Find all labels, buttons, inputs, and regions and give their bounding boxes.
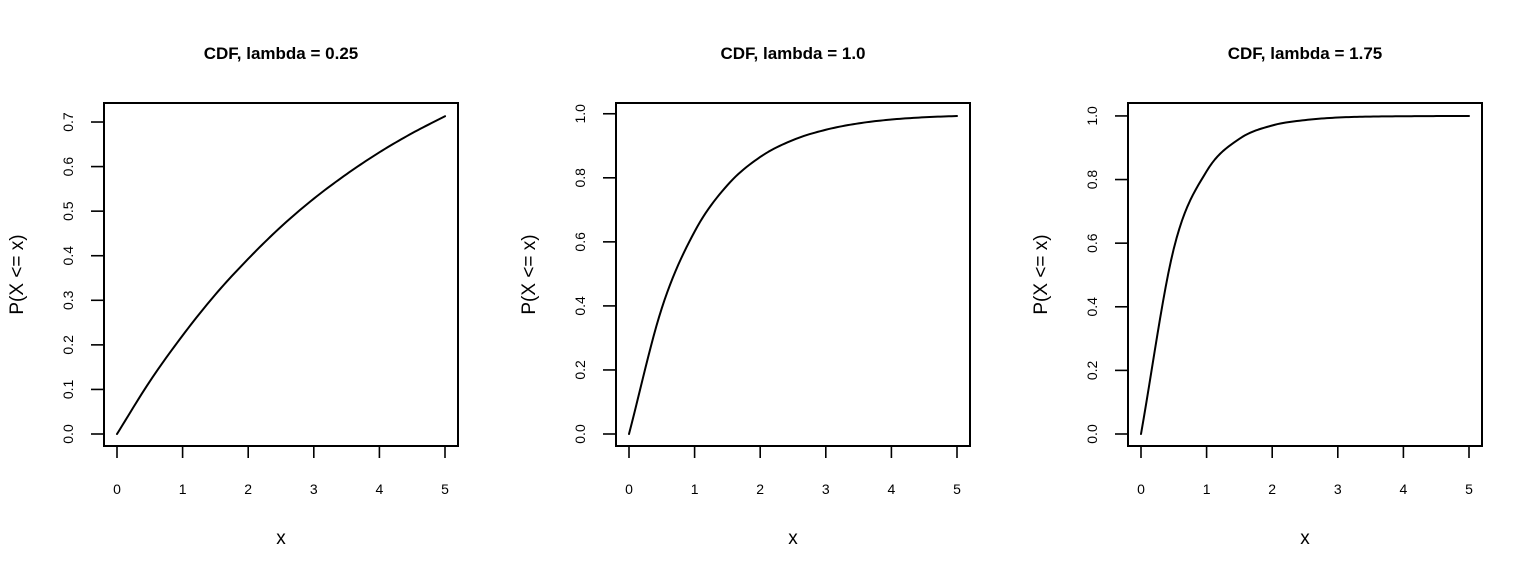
chart-panel-1: CDF, lambda = 0.25 0 1 2 3 4 5 0.0 0.1 0.2 0.3 0.4 0… bbox=[7, 44, 459, 549]
x-tick-label: 2 bbox=[244, 481, 252, 497]
y-tick-label: 0.0 bbox=[60, 424, 76, 444]
y-axis-label: P(X <= x) bbox=[1031, 234, 1052, 314]
x-tick-label: 1 bbox=[691, 481, 699, 497]
y-tick-label: 0.8 bbox=[1084, 170, 1100, 190]
y-tick-label: 0.8 bbox=[572, 168, 588, 188]
x-axis-label: x bbox=[1300, 528, 1310, 549]
cdf-series-line bbox=[1140, 115, 1470, 435]
chart-title: CDF, lambda = 1.75 bbox=[1228, 44, 1382, 63]
cdf-series-line bbox=[116, 115, 446, 435]
cdf-series-line bbox=[628, 115, 958, 435]
y-tick-label: 0.1 bbox=[60, 379, 76, 399]
x-tick-label: 0 bbox=[113, 481, 121, 497]
y-tick-label: 0.6 bbox=[60, 157, 76, 177]
y-tick-label: 0.6 bbox=[572, 232, 588, 252]
y-tick-label: 0.7 bbox=[60, 112, 76, 132]
x-tick-label: 2 bbox=[1268, 481, 1276, 497]
y-axis-label: P(X <= x) bbox=[519, 234, 540, 314]
x-tick-label: 4 bbox=[376, 481, 384, 497]
x-tick-label: 3 bbox=[1334, 481, 1342, 497]
x-tick-label: 0 bbox=[625, 481, 633, 497]
x-tick-label: 0 bbox=[1137, 481, 1145, 497]
plot-frame bbox=[103, 102, 459, 447]
plot-frame bbox=[615, 102, 971, 447]
x-tick-label: 5 bbox=[441, 481, 449, 497]
y-tick-label: 1.0 bbox=[572, 104, 588, 124]
y-tick-label: 0.2 bbox=[1084, 360, 1100, 380]
y-tick-label: 1.0 bbox=[1084, 106, 1100, 126]
y-tick-label: 0.0 bbox=[572, 424, 588, 444]
y-tick-label: 0.6 bbox=[1084, 233, 1100, 253]
x-tick-label: 1 bbox=[1203, 481, 1211, 497]
x-axis-label: x bbox=[276, 528, 286, 549]
x-tick-label: 5 bbox=[953, 481, 961, 497]
x-axis-label: x bbox=[788, 528, 798, 549]
y-tick-label: 0.4 bbox=[1084, 297, 1100, 317]
x-tick-label: 3 bbox=[310, 481, 318, 497]
plot-frame bbox=[1127, 102, 1483, 447]
y-tick-label: 0.3 bbox=[60, 290, 76, 310]
y-tick-label: 0.2 bbox=[60, 335, 76, 355]
x-tick-label: 5 bbox=[1465, 481, 1473, 497]
x-tick-label: 4 bbox=[888, 481, 896, 497]
chart-panel-2: CDF, lambda = 1.0 0 1 2 3 4 5 0.0 0.2 0.4 0.6 0.8 1.… bbox=[519, 44, 971, 549]
y-tick-label: 0.4 bbox=[60, 246, 76, 266]
y-tick-label: 0.5 bbox=[60, 201, 76, 221]
x-tick-label: 2 bbox=[756, 481, 764, 497]
y-axis-label: P(X <= x) bbox=[7, 234, 28, 314]
x-tick-label: 1 bbox=[179, 481, 187, 497]
y-tick-label: 0.2 bbox=[572, 360, 588, 380]
chart-panel-3: CDF, lambda = 1.75 0 1 2 3 4 5 0.0 0.2 0.4 0.6 0.8 1… bbox=[1031, 44, 1483, 549]
y-tick-label: 0.4 bbox=[572, 296, 588, 316]
x-tick-label: 4 bbox=[1400, 481, 1408, 497]
chart-title: CDF, lambda = 1.0 bbox=[720, 44, 865, 63]
x-tick-label: 3 bbox=[822, 481, 830, 497]
y-tick-label: 0.0 bbox=[1084, 424, 1100, 444]
chart-title: CDF, lambda = 0.25 bbox=[204, 44, 358, 63]
